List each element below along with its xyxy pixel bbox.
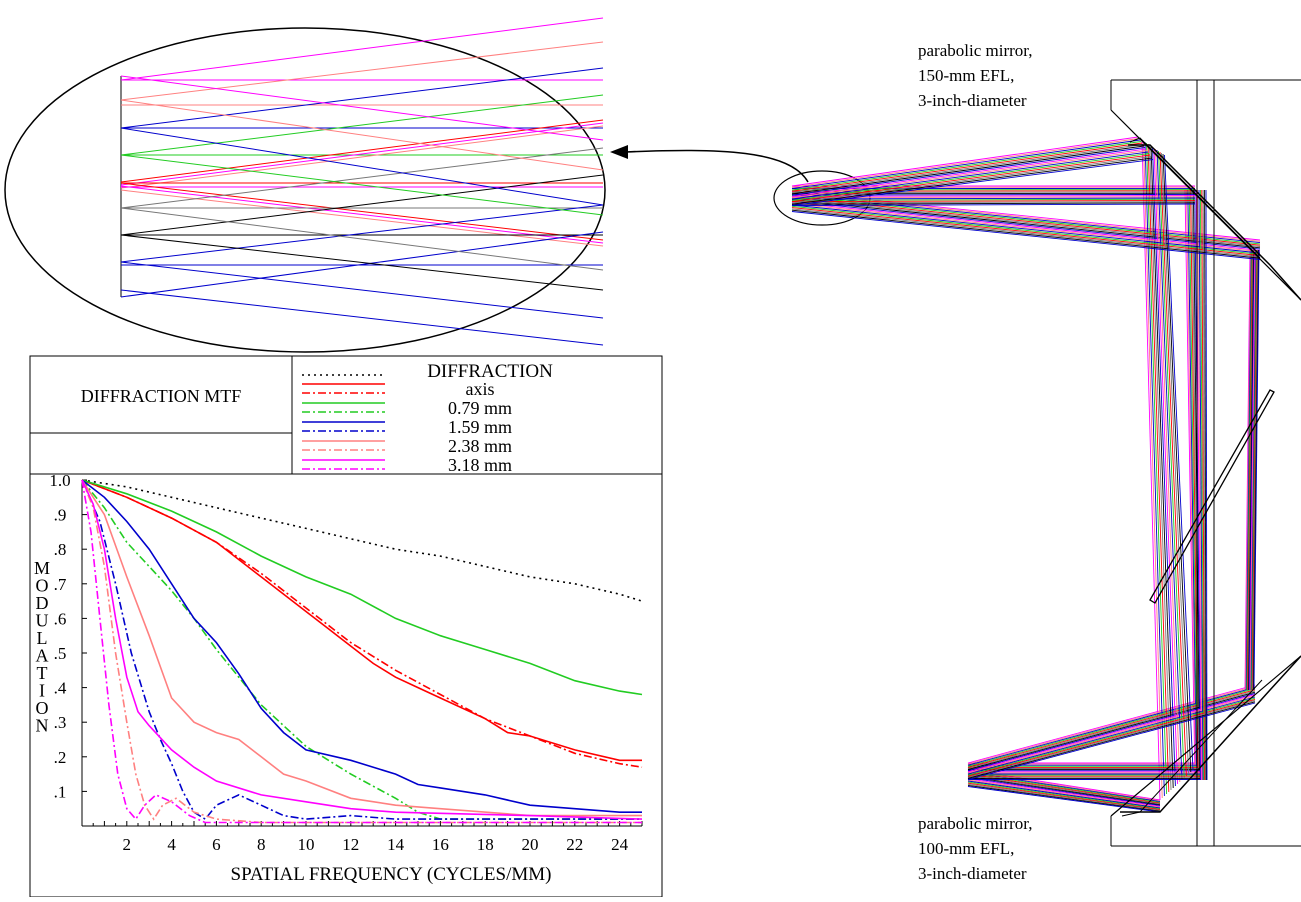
legend-entry: 3.18 mm <box>448 455 512 475</box>
x-tick-label: 10 <box>298 835 315 854</box>
zoom-inset <box>5 18 605 352</box>
top-mirror-label-2: 150-mm EFL, <box>918 66 1014 85</box>
mtf-title: DIFFRACTION MTF <box>81 386 242 406</box>
mtf-series-line <box>82 480 642 816</box>
x-tick-label: 14 <box>387 835 405 854</box>
y-tick-label: .4 <box>54 679 67 698</box>
legend-entry: 2.38 mm <box>448 436 512 456</box>
mtf-series-line <box>82 480 642 819</box>
mtf-series-line <box>82 480 642 823</box>
zoom-ellipse <box>5 28 605 352</box>
top-mirror-label-1: parabolic mirror, <box>918 41 1033 60</box>
y-tick-label: .5 <box>54 644 67 663</box>
bottom-mirror-label-3: 3-inch-diameter <box>918 864 1027 883</box>
y-tick-label: .2 <box>54 748 67 767</box>
mtf-curves <box>82 480 642 823</box>
y-tick-label: 1.0 <box>49 471 70 490</box>
x-tick-label: 16 <box>432 835 449 854</box>
x-tick-label: 8 <box>257 835 266 854</box>
x-tick-label: 18 <box>477 835 494 854</box>
legend-entry: 0.79 mm <box>448 398 512 418</box>
top-mirror-label-3: 3-inch-diameter <box>918 91 1027 110</box>
y-tick-label: .3 <box>54 713 67 732</box>
mtf-series-line <box>82 480 642 601</box>
y-tick-label: .8 <box>54 540 67 559</box>
y-tick-label: .6 <box>54 609 67 628</box>
mtf-series-line <box>82 480 642 695</box>
x-axis-label: SPATIAL FREQUENCY (CYCLES/MM) <box>231 864 552 885</box>
bottom-mirror-label-1: parabolic mirror, <box>918 814 1033 833</box>
legend-entry: 1.59 mm <box>448 417 512 437</box>
y-label-letter: N <box>36 716 49 736</box>
x-tick-label: 4 <box>167 835 176 854</box>
x-tick-label: 6 <box>212 835 221 854</box>
mtf-series-line <box>82 480 642 819</box>
x-tick-label: 2 <box>123 835 132 854</box>
mtf-series-line <box>82 480 642 760</box>
y-tick-label: .1 <box>54 782 67 801</box>
system-rays <box>792 137 1260 812</box>
legend-entry: axis <box>466 379 495 399</box>
x-tick-label: 22 <box>566 835 583 854</box>
y-tick-label: .7 <box>54 575 67 594</box>
x-tick-label: 12 <box>342 835 359 854</box>
mtf-series-line <box>82 480 642 819</box>
zoom-arrow <box>610 145 808 182</box>
optical-system <box>774 80 1301 846</box>
mtf-series-line <box>82 480 642 812</box>
x-tick-label: 20 <box>522 835 539 854</box>
bottom-mirror-label-2: 100-mm EFL, <box>918 839 1014 858</box>
mtf-series-line <box>82 480 642 767</box>
y-tick-label: .9 <box>54 506 67 525</box>
x-tick-label: 24 <box>611 835 629 854</box>
mtf-series-line <box>82 480 642 823</box>
